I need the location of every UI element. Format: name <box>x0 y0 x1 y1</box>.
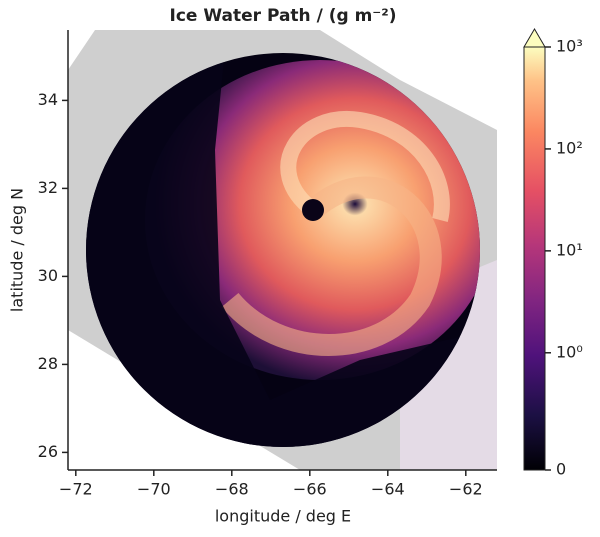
x-axis-label: longitude / deg E <box>215 507 351 526</box>
x-tick-label: −66 <box>293 480 327 499</box>
x-tick-label: −72 <box>59 480 93 499</box>
colorbar <box>524 47 545 470</box>
map-image <box>68 30 497 470</box>
y-tick-label: 30 <box>38 266 58 285</box>
colorbar-tick-label: 10⁰ <box>556 342 583 361</box>
colorbar-extend <box>523 28 546 48</box>
y-tick-label: 28 <box>38 354 58 373</box>
y-tick-label: 26 <box>38 442 58 461</box>
x-tick-label: −64 <box>371 480 405 499</box>
y-tick-label: 34 <box>38 90 58 109</box>
chart-title: Ice Water Path / (g m⁻²) <box>170 6 397 26</box>
y-tick-label: 32 <box>38 178 58 197</box>
x-tick-label: −68 <box>215 480 249 499</box>
x-tick-label: −70 <box>137 480 171 499</box>
y-axis-label: latitude / deg N <box>8 188 27 312</box>
x-tick-label: −62 <box>449 480 483 499</box>
colorbar-tick-label: 10¹ <box>556 240 583 259</box>
colorbar-tick-label: 0 <box>556 460 566 479</box>
colorbar-tick-label: 10² <box>556 138 583 157</box>
colorbar-tick-label: 10³ <box>556 37 583 56</box>
